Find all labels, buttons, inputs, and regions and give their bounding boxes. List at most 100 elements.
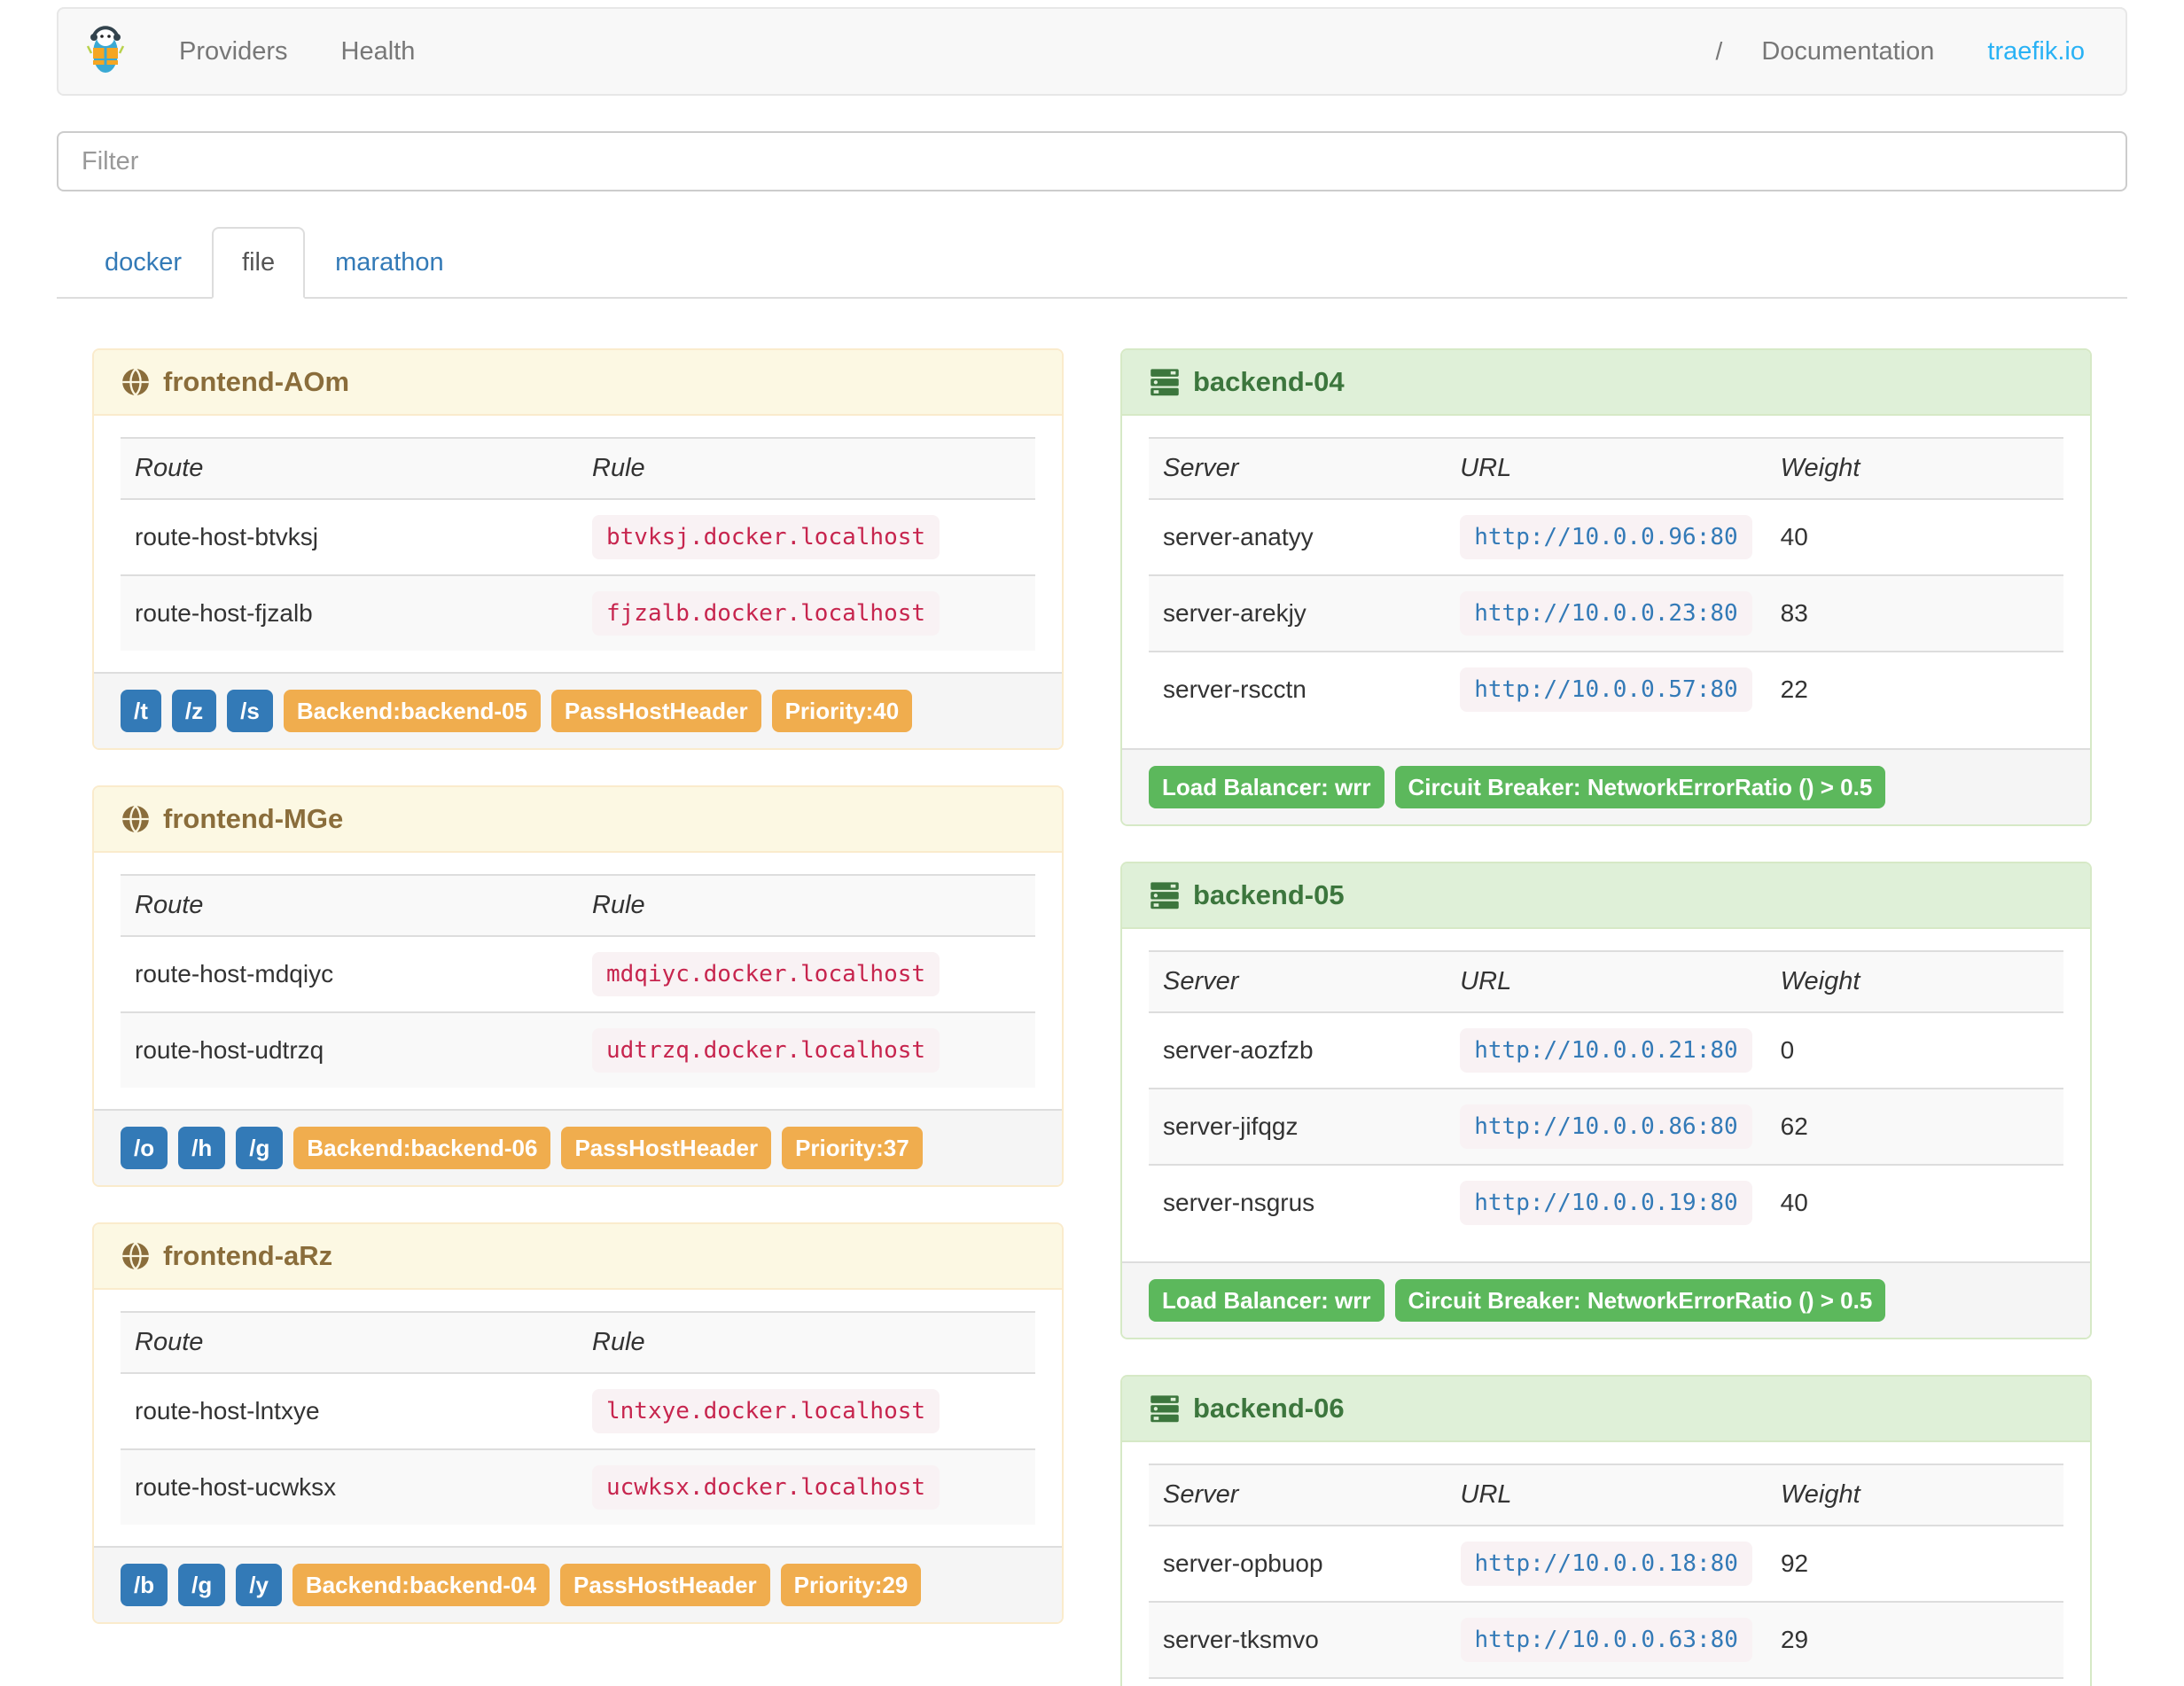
server-row: server-tksmvo http://10.0.0.63:80 29	[1149, 1601, 2063, 1678]
tab-marathon[interactable]: marathon	[335, 248, 444, 277]
backends-column: backend-04 Server URL Weight server-anatyy ht…	[1120, 348, 2092, 1686]
backend-panel-body: Server URL Weight server-aozfzb http://10.0.…	[1122, 929, 2090, 1261]
server-row: server-nsgrus http://10.0.0.19:80 40	[1149, 1164, 2063, 1240]
frontend-panel: frontend-MGe Route Rule route-host-mdqiyc md…	[92, 785, 1064, 1187]
column-header-weight: Weight	[1766, 1464, 2063, 1526]
server-url-value: http://10.0.0.63:80	[1460, 1618, 1752, 1662]
frontend-tag-badge: PassHostHeader	[561, 1127, 772, 1169]
route-row: route-host-ucwksx ucwksx.docker.localhost	[121, 1448, 1035, 1525]
entrypoint-badge: /z	[171, 690, 217, 732]
frontend-panel-footer: /t/z/s Backend:backend-05 PassHostHeader Pr…	[94, 672, 1062, 748]
frontend-tag-badge: Priority:40	[771, 690, 913, 732]
column-header-rule: Rule	[578, 874, 1035, 936]
route-row: route-host-btvksj btvksj.docker.localhost	[121, 498, 1035, 575]
provider-tabs: docker file marathon	[57, 227, 2127, 299]
server-name-cell: server-anatyy	[1149, 498, 1447, 575]
nav-providers-link[interactable]: Providers	[179, 36, 288, 66]
server-url-cell: http://10.0.0.83:80	[1446, 1677, 1767, 1686]
backend-tag-badge: Circuit Breaker: NetworkErrorRatio () > …	[1394, 766, 1886, 808]
tab-docker[interactable]: docker	[105, 248, 183, 277]
filter-input[interactable]	[57, 131, 2127, 191]
frontend-panel-heading: frontend-aRz	[94, 1224, 1062, 1290]
server-name-cell: server-aozfzb	[1149, 1011, 1447, 1089]
entrypoint-badge: /g	[178, 1564, 226, 1606]
frontend-panel-footer: /o/h/g Backend:backend-06 PassHostHeader Pr…	[94, 1109, 1062, 1185]
backend-panel-title: backend-05	[1193, 879, 1345, 910]
table-header-row: Server URL Weight	[1149, 950, 2063, 1012]
server-weight-cell: 40	[1766, 498, 2063, 575]
server-row: server-aozfzb http://10.0.0.21:80 0	[1149, 1011, 2063, 1089]
rule-cell: lntxye.docker.localhost	[578, 1372, 1035, 1449]
route-name-cell: route-host-btvksj	[121, 498, 578, 575]
entrypoint-badge: /o	[121, 1127, 168, 1169]
server-url-cell: http://10.0.0.63:80	[1446, 1601, 1767, 1678]
server-row: server-updqmohttp://10.0.0.83:8057	[1149, 1677, 2063, 1686]
route-row: route-host-lntxye lntxye.docker.localhost	[121, 1372, 1035, 1449]
frontend-panel-body: Route Rule route-host-mdqiyc mdqiyc.docker.…	[94, 853, 1062, 1109]
filter-wrap	[57, 131, 2127, 191]
servers-table: Server URL Weight server-aozfzb http://10.0.…	[1149, 950, 2063, 1240]
server-icon	[1149, 366, 1181, 398]
routes-table: Route Rule route-host-lntxye lntxye.docker.…	[121, 1311, 1035, 1525]
server-icon	[1149, 879, 1181, 911]
server-url-cell: http://10.0.0.86:80	[1446, 1088, 1767, 1165]
frontend-tag-badge: Priority:29	[780, 1564, 922, 1606]
backend-panel-footer: Load Balancer: wrr Circuit Breaker: Netwo…	[1122, 748, 2090, 824]
server-weight-cell: 0	[1766, 1011, 2063, 1089]
entrypoint-badge: /t	[121, 690, 161, 732]
frontend-panel: frontend-AOm Route Rule route-host-btvksj bt…	[92, 348, 1064, 750]
server-url-value: http://10.0.0.57:80	[1460, 667, 1752, 712]
frontend-tag-badge: PassHostHeader	[560, 1564, 770, 1606]
backend-panel: backend-04 Server URL Weight server-anatyy ht…	[1120, 348, 2092, 826]
frontend-panel-title: frontend-aRz	[163, 1240, 333, 1271]
rule-cell: fjzalb.docker.localhost	[578, 574, 1035, 651]
traefik-mascot-icon	[85, 23, 126, 81]
server-url-cell: http://10.0.0.57:80	[1446, 651, 1767, 727]
server-url-cell: http://10.0.0.18:80	[1446, 1525, 1767, 1602]
rule-value: mdqiyc.docker.localhost	[592, 952, 940, 996]
column-header-rule: Rule	[578, 1311, 1035, 1373]
server-name-cell: server-nsgrus	[1149, 1164, 1447, 1240]
rule-value: ucwksx.docker.localhost	[592, 1465, 940, 1510]
rule-cell: udtrzq.docker.localhost	[578, 1011, 1035, 1088]
server-url-value: http://10.0.0.19:80	[1460, 1181, 1752, 1225]
route-name-cell: route-host-fjzalb	[121, 574, 578, 651]
server-weight-cell: 40	[1766, 1164, 2063, 1240]
nav-documentation-link[interactable]: Documentation	[1761, 36, 1935, 66]
frontend-panel: frontend-aRz Route Rule route-host-lntxye ln…	[92, 1222, 1064, 1624]
server-weight-cell: 22	[1766, 651, 2063, 727]
server-row: server-anatyy http://10.0.0.96:80 40	[1149, 498, 2063, 575]
server-icon	[1149, 1393, 1181, 1425]
server-name-cell: server-rscctn	[1149, 651, 1447, 727]
backend-panel-body: Server URL Weight server-opbuop http://10.0.…	[1122, 1442, 2090, 1686]
route-name-cell: route-host-mdqiyc	[121, 935, 578, 1012]
column-header-url: URL	[1446, 950, 1767, 1012]
column-header-rule: Rule	[578, 437, 1035, 499]
entrypoint-badge: /h	[178, 1127, 226, 1169]
server-name-cell: server-updqmo	[1149, 1677, 1447, 1686]
nav-traefik-io-link[interactable]: traefik.io	[1987, 36, 2085, 66]
rule-value: lntxye.docker.localhost	[592, 1389, 940, 1433]
content-row: frontend-AOm Route Rule route-host-btvksj bt…	[57, 348, 2127, 1686]
rule-value: udtrzq.docker.localhost	[592, 1028, 940, 1073]
rule-value: fjzalb.docker.localhost	[592, 591, 940, 636]
table-header-row: Route Rule	[121, 874, 1035, 936]
traefik-logo[interactable]	[58, 23, 152, 81]
server-name-cell: server-opbuop	[1149, 1525, 1447, 1602]
server-url-value: http://10.0.0.86:80	[1460, 1104, 1752, 1149]
column-header-server: Server	[1149, 437, 1447, 499]
server-weight-cell: 83	[1766, 574, 2063, 652]
table-header-row: Route Rule	[121, 1311, 1035, 1373]
routes-table: Route Rule route-host-mdqiyc mdqiyc.docker.…	[121, 874, 1035, 1088]
tab-file[interactable]: file	[212, 227, 306, 299]
nav-health-link[interactable]: Health	[340, 36, 416, 66]
frontend-tag-badge: Backend:backend-06	[293, 1127, 551, 1169]
backend-tag-badge: Load Balancer: wrr	[1149, 766, 1384, 808]
server-url-cell: http://10.0.0.19:80	[1446, 1164, 1767, 1240]
column-header-weight: Weight	[1766, 437, 2063, 499]
entrypoint-badge: /b	[121, 1564, 168, 1606]
column-header-url: URL	[1446, 437, 1767, 499]
backend-tag-badge: Load Balancer: wrr	[1149, 1279, 1384, 1322]
server-row: server-opbuop http://10.0.0.18:80 92	[1149, 1525, 2063, 1602]
route-row: route-host-fjzalb fjzalb.docker.localhost	[121, 574, 1035, 651]
